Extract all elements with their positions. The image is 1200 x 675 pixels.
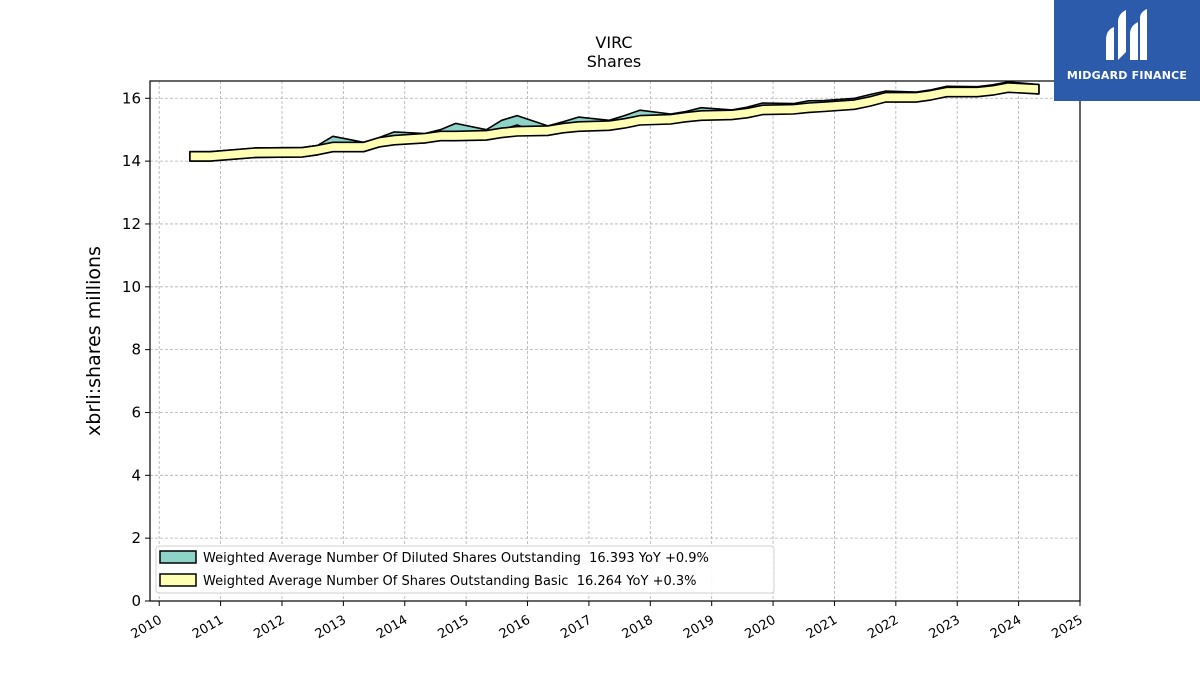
legend: Weighted Average Number Of Diluted Share…: [155, 545, 775, 594]
x-tick-label: 2019: [681, 613, 717, 643]
series-band-basic: [189, 82, 1040, 162]
x-tick-label: 2016: [497, 613, 533, 643]
x-tick-label: 2013: [313, 613, 349, 643]
y-tick-label: 14: [122, 152, 141, 170]
brand-logo: MIDGARD FINANCE: [1054, 0, 1200, 101]
x-tick-label: 2015: [436, 613, 472, 643]
legend-box: [155, 545, 775, 594]
x-tick-label: 2018: [620, 613, 656, 643]
y-tick-label: 10: [122, 278, 141, 296]
legend-swatch-basic: [159, 573, 197, 587]
series-layer: [189, 81, 1040, 162]
legend-label-basic: Weighted Average Number Of Shares Outsta…: [203, 574, 697, 589]
y-tick-label: 8: [131, 341, 141, 359]
grid-lines: [150, 81, 1081, 602]
y-tick-label: 4: [131, 466, 141, 484]
x-tick-label: 2023: [927, 613, 963, 643]
x-tick-label: 2022: [865, 613, 901, 643]
legend-swatch-diluted: [159, 550, 197, 564]
y-tick-label: 6: [131, 403, 141, 421]
x-tick-label: 2014: [374, 613, 410, 643]
chart-subtitle: Shares: [587, 52, 642, 71]
x-tick-label: 2024: [988, 613, 1024, 643]
x-tick-label: 2017: [558, 613, 594, 643]
x-tick-label: 2010: [129, 613, 165, 643]
x-tick-label: 2025: [1049, 613, 1085, 643]
brand-mark-icon: [1106, 9, 1147, 60]
x-tick-label: 2021: [804, 613, 840, 643]
y-tick-label: 12: [122, 215, 141, 233]
chart-title: VIRC: [595, 33, 632, 52]
plot-frame: [149, 80, 1081, 602]
x-tick-label: 2012: [251, 613, 287, 643]
x-axis: 2010 2011 2012 2013 2014 2015 2016 2017 2018 2019…: [129, 601, 1086, 642]
brand-name: MIDGARD FINANCE: [1066, 69, 1188, 82]
y-tick-label: 0: [131, 592, 141, 610]
legend-label-diluted: Weighted Average Number Of Diluted Share…: [203, 551, 709, 566]
y-tick-label: 16: [122, 89, 141, 107]
x-tick-label: 2011: [190, 613, 226, 643]
x-tick-label: 2020: [742, 613, 778, 643]
y-axis: 0 2 4 6 8 10 12 14 16: [122, 89, 150, 610]
y-tick-label: 2: [131, 529, 141, 547]
y-axis-label: xbrli:shares millions: [83, 246, 105, 436]
